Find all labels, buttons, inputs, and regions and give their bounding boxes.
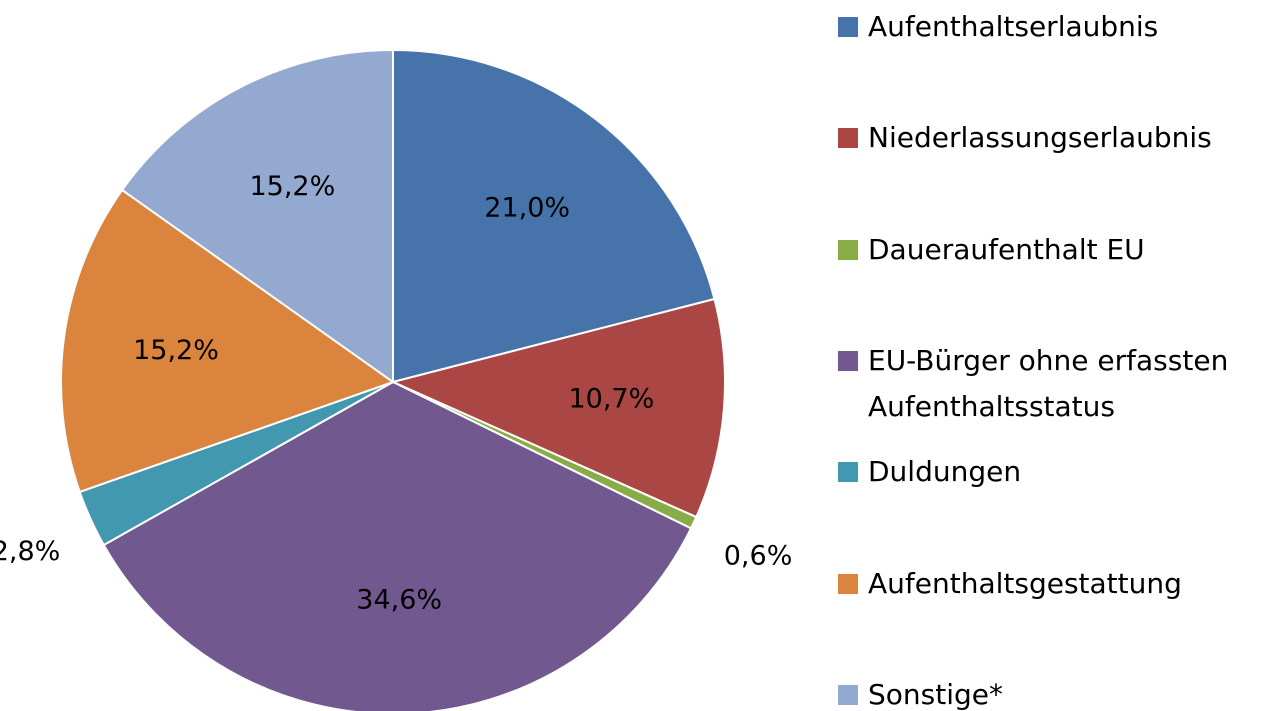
legend-item: EU-Bürger ohne erfassten Aufenthaltsstat… — [838, 338, 1248, 430]
legend-swatch — [838, 573, 858, 594]
data-label: 0,6% — [724, 540, 793, 571]
data-label: 15,2% — [133, 335, 219, 366]
data-label: 34,6% — [356, 585, 442, 616]
pie: 21,0% 10,7% 0,6% 34,6% 2,8% 15,2% 15,2% — [0, 48, 793, 711]
pie-slice — [60, 188, 396, 494]
legend-item: Daueraufenthalt EU — [838, 227, 1248, 273]
legend-label: Aufenthaltserlaubnis — [868, 10, 1159, 43]
legend-item: Aufenthaltsgestattung — [838, 561, 1248, 607]
data-label: 15,2% — [249, 171, 335, 202]
legend-label: Niederlassungserlaubnis — [868, 121, 1212, 155]
data-label: 21,0% — [484, 192, 570, 223]
pie-slice — [120, 48, 394, 384]
data-label: 10,7% — [568, 384, 654, 415]
pie-slice — [102, 380, 693, 711]
legend-label: Aufenthaltsgestattung — [868, 566, 1182, 600]
pie-slice — [392, 48, 716, 384]
legend-swatch — [838, 350, 858, 371]
legend-item: Sonstige* — [838, 672, 1248, 711]
legend-swatch — [838, 17, 858, 37]
legend-swatch — [838, 239, 858, 260]
legend-item: Niederlassungserlaubnis — [838, 115, 1248, 161]
legend-item: Aufenthaltserlaubnis — [838, 4, 1248, 50]
legend-swatch — [838, 684, 858, 705]
legend-swatch — [838, 462, 858, 483]
legend-swatch — [838, 128, 858, 149]
legend-label: Sonstige* — [868, 677, 1003, 711]
pie-slice — [389, 297, 726, 519]
legend-item: Duldungen — [838, 449, 1248, 495]
legend-label: EU-Bürger ohne erfassten Aufenthaltsstat… — [868, 343, 1229, 423]
legend-label: Daueraufenthalt EU — [868, 232, 1145, 266]
data-label: 2,8% — [0, 536, 60, 567]
legend-label: Duldungen — [868, 455, 1022, 489]
